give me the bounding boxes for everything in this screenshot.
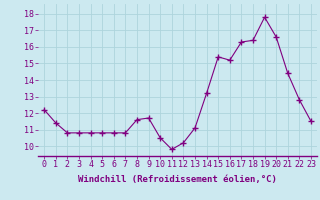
X-axis label: Windchill (Refroidissement éolien,°C): Windchill (Refroidissement éolien,°C)	[78, 175, 277, 184]
